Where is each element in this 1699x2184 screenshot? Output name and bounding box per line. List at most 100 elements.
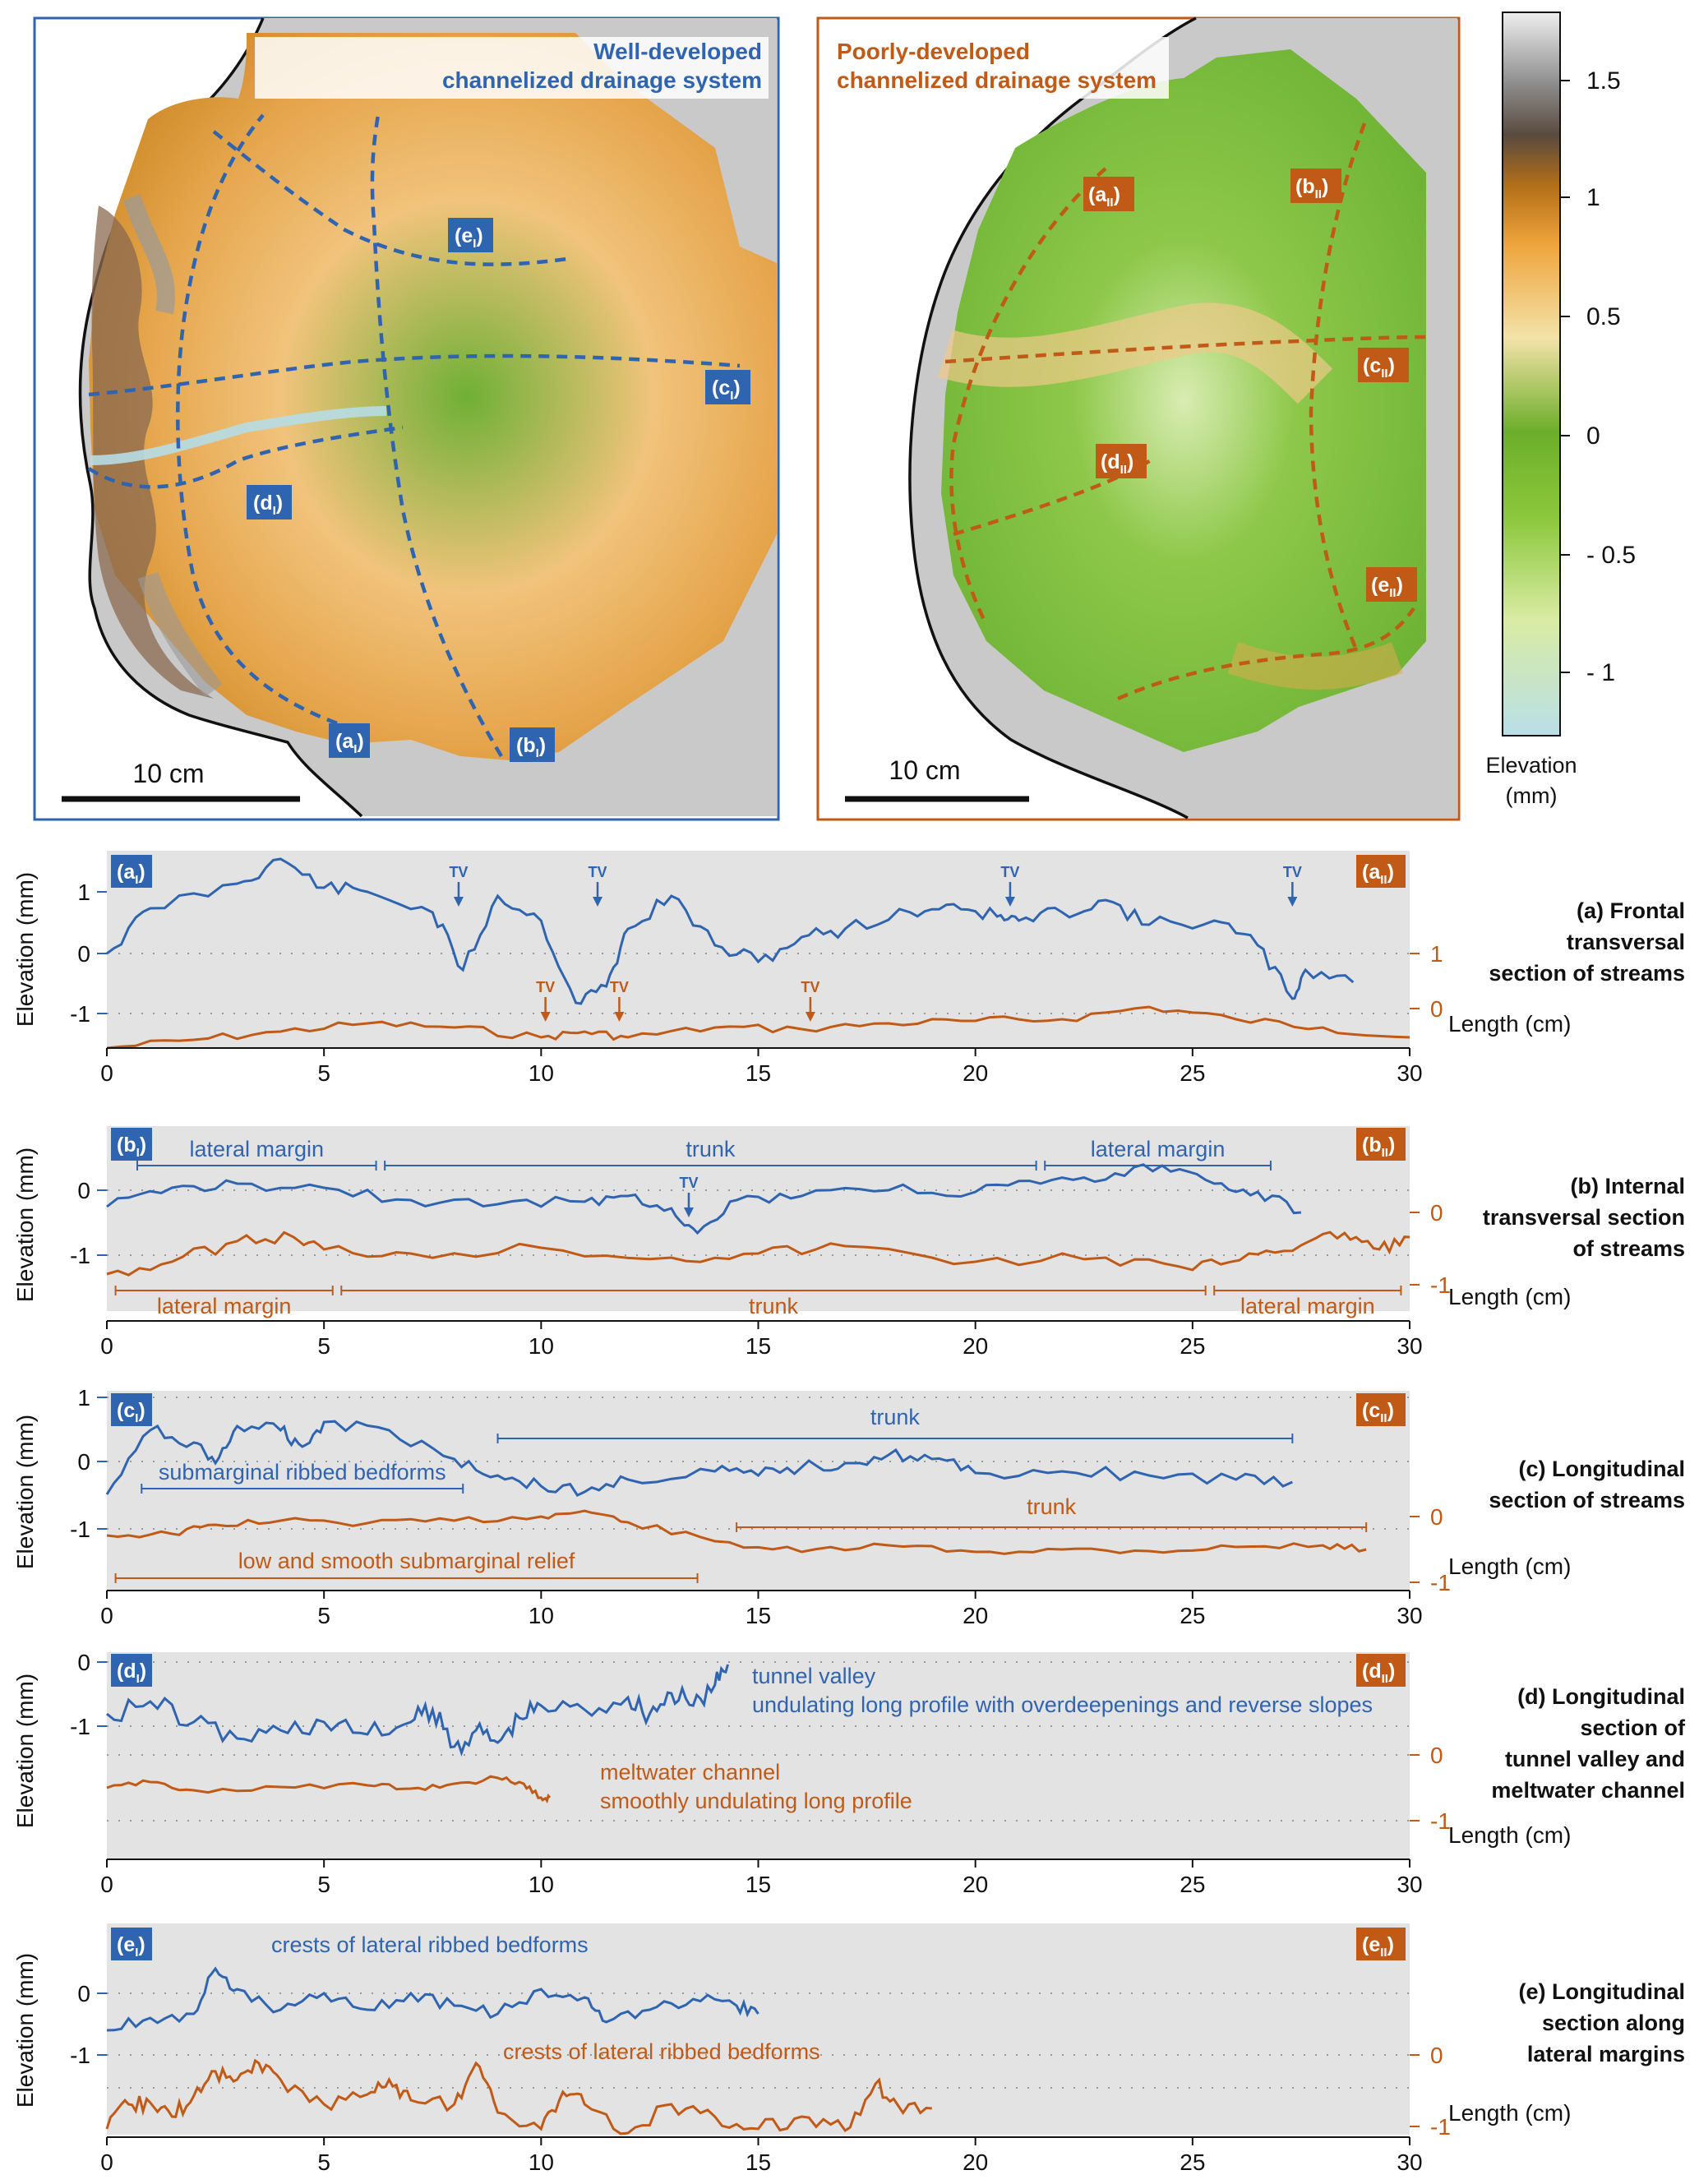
panel-d-blue-label-1: tunnel valley: [752, 1664, 876, 1688]
x-tick-label: 10: [529, 1060, 554, 1086]
svg-text:(aI): (aI): [335, 730, 364, 756]
svg-text:(aI): (aI): [117, 861, 145, 887]
y-axis-title: Elevation (mm): [12, 1953, 38, 2108]
x-tick-label: 10: [529, 2149, 554, 2175]
svg-text:(cII): (cII): [1363, 354, 1395, 381]
y-tick-label-left: 0: [77, 1449, 90, 1475]
panel-d-orange-label-2: smoothly undulating long profile: [600, 1789, 912, 1813]
panel-d-orange-profile: [106, 1775, 552, 1803]
svg-text:(cI): (cI): [117, 1399, 145, 1425]
panel-e-orange-label: crests of lateral ribbed bedforms: [503, 2039, 820, 2064]
x-tick-label: 0: [100, 1603, 113, 1628]
panel-b-orange-label-lateral-2: lateral margin: [1240, 1294, 1375, 1318]
x-tick-label: 25: [1180, 1333, 1205, 1359]
panel-c-orange-label-submarginal: low and smooth submarginal relief: [238, 1549, 575, 1573]
left-dem-surface: [89, 33, 777, 760]
tv-label: TV: [801, 979, 819, 995]
svg-text:(dII): (dII): [1101, 450, 1133, 477]
svg-text:(dI): (dI): [117, 1660, 146, 1686]
y-tick-label-left: 1: [77, 1385, 90, 1411]
panel-caption-line: (d) Longitudinal: [1517, 1684, 1685, 1709]
elevation-colorbar: 1.5 1 0.5 0 - 0.5 - 1 Elevation (mm): [1485, 12, 1636, 808]
x-axis-title: Length (cm): [1448, 1822, 1571, 1848]
left-profile-lines: [87, 113, 741, 758]
y-tick-label-left: 0: [77, 1981, 90, 2006]
x-tick-label: 0: [100, 1060, 113, 1086]
colorbar-ramp: [1502, 12, 1561, 736]
y-tick-label-left: -1: [70, 1001, 90, 1027]
svg-text:(bII): (bII): [1362, 1134, 1395, 1160]
x-axis-title: Length (cm): [1448, 1011, 1571, 1037]
svg-text:(eII): (eII): [1362, 1933, 1394, 1960]
y-tick-label-left: 0: [77, 941, 90, 967]
left-scale-label: 10 cm: [132, 759, 204, 788]
svg-text:(eII): (eII): [1371, 574, 1403, 600]
x-tick-label: 30: [1397, 1060, 1422, 1086]
tv-arrowhead: [1287, 897, 1298, 907]
panel-caption-line: lateral margins: [1527, 2042, 1685, 2066]
panel-a-tag-left: (aI): [111, 855, 152, 888]
panel-d-bg: [107, 1652, 1410, 1859]
panel-e-blue-profile: [106, 1966, 759, 2032]
panel-a-bg: [107, 851, 1410, 1048]
x-tick-label: 5: [317, 1333, 330, 1359]
y-axis-title: Elevation (mm): [12, 1415, 38, 1569]
colorbar-tick-0: 0: [1586, 422, 1600, 450]
panel-d-orange-label-1: meltwater channel: [600, 1760, 780, 1785]
x-tick-label: 20: [963, 2149, 988, 2175]
y-tick-label-left: -1: [70, 2043, 90, 2068]
panel-c-blue-profile: [105, 1420, 1293, 1498]
tv-label: TV: [1000, 864, 1019, 880]
x-tick-label: 30: [1397, 2149, 1422, 2175]
panel-e-tag-left: (eI): [111, 1928, 152, 1960]
left-tag-d: (dI): [247, 485, 292, 519]
panel-b-blue-label-lateral-1: lateral margin: [189, 1137, 324, 1161]
svg-text:(cI): (cI): [712, 376, 741, 403]
tv-arrowhead: [614, 1012, 625, 1022]
right-tag-b: (bII): [1290, 169, 1341, 203]
tv-arrowhead: [805, 1012, 815, 1022]
left-map: Well-developed channelized drainage syst…: [33, 16, 780, 821]
panel-a-tag-right: (aII): [1356, 855, 1406, 888]
tv-label: TV: [679, 1175, 698, 1191]
x-tick-label: 30: [1397, 1603, 1422, 1628]
y-tick-label-left: 0: [77, 1650, 90, 1675]
panel-c-blue-label-submarginal: submarginal ribbed bedforms: [159, 1460, 446, 1484]
panel-b-blue-label-lateral-2: lateral margin: [1091, 1137, 1226, 1161]
panel-caption-line: (a) Frontal: [1577, 898, 1685, 923]
colorbar-tick-0.5: 0.5: [1586, 303, 1621, 330]
left-tag-a: (aI): [329, 723, 370, 758]
tv-arrowhead: [1004, 897, 1015, 907]
left-title-box: [255, 37, 769, 99]
x-axis-title: Length (cm): [1448, 2100, 1571, 2126]
panel-b-orange-label-trunk: trunk: [749, 1294, 799, 1318]
colorbar-tick-neg1: - 1: [1586, 659, 1615, 686]
panel-b-blue-profile: [106, 1163, 1302, 1235]
panel-e-blue-label: crests of lateral ribbed bedforms: [271, 1932, 589, 1957]
x-tick-label: 10: [529, 1872, 554, 1897]
panel-d-tag-right: (dII): [1356, 1654, 1406, 1687]
x-tick-label: 15: [746, 1872, 771, 1897]
y-tick-label-left: -1: [70, 1243, 90, 1268]
colorbar-tick-1.5: 1.5: [1586, 67, 1621, 95]
panel-caption-line: (e) Longitudinal: [1519, 1979, 1685, 2004]
y-tick-label-right: -1: [1430, 1272, 1451, 1298]
x-tick-label: 25: [1180, 1603, 1205, 1628]
y-tick-label-left: 1: [77, 880, 90, 905]
panel-e-bg: [107, 1923, 1410, 2135]
y-tick-label-right: 0: [1430, 1200, 1443, 1226]
x-tick-label: 25: [1180, 1872, 1205, 1897]
y-tick-label-right: 0: [1430, 996, 1443, 1022]
panel-d-blue-label-2: undulating long profile with overdeepeni…: [752, 1692, 1373, 1717]
panel-c-blue-label-trunk: trunk: [870, 1405, 921, 1429]
svg-text:(cII): (cII): [1362, 1399, 1394, 1425]
x-tick-label: 5: [317, 1060, 330, 1086]
right-dem-surface: [941, 49, 1426, 752]
panel-a-orange-profile: [106, 1005, 1410, 1050]
right-title-line1: Poorly-developed: [837, 39, 1030, 64]
panel-e-orange-profile: [105, 2058, 932, 2136]
x-tick-label: 15: [746, 2149, 771, 2175]
panel-caption-line: tunnel valley and: [1505, 1747, 1685, 1771]
panel-b-bg: [107, 1126, 1410, 1311]
panel-c-orange-label-trunk: trunk: [1027, 1494, 1077, 1519]
